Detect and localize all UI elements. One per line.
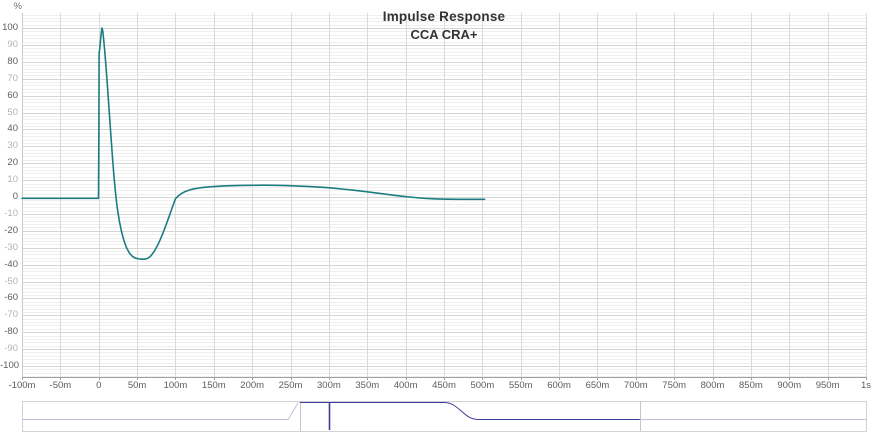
y-tick-label: 50 [7,106,18,118]
y-tick-label: 40 [7,123,18,135]
y-tick-label: 80 [7,55,18,67]
y-tick-label: -60 [4,292,18,304]
x-tick-label: 450m [432,380,456,391]
y-tick-label: 60 [7,89,18,101]
x-tick-label: 50m [127,380,147,391]
y-tick-label: -90 [4,343,18,355]
x-tick-label: 650m [585,380,610,391]
x-tick-label: 950m [815,380,840,391]
x-tick-label: 100m [163,380,188,391]
y-tick-label: -30 [4,241,18,253]
x-tick-label: 150m [201,380,226,391]
y-tick-label: 100 [2,22,18,34]
y-tick-label: -70 [4,309,18,321]
y-tick-label: 10 [7,174,18,186]
x-tick-label: 300m [317,380,341,391]
x-tick-label: -50m [49,380,72,391]
impulse-response-curve [21,27,486,261]
x-tick-label: 550m [508,380,533,391]
x-tick-label: 900m [777,380,802,391]
overview-strip-frame[interactable] [22,401,867,432]
x-tick-label: 1s [860,380,872,391]
x-tick-label: 400m [393,380,418,391]
chart-subtitle: CCA CRA+ [410,27,478,42]
y-tick-label: -40 [4,258,18,270]
x-tick-label: -100m [8,380,36,391]
x-tick-label: 800m [700,380,725,391]
x-tick-label: 250m [278,380,303,391]
x-tick-label: 500m [470,380,495,391]
y-tick-label: -20 [4,224,18,236]
y-tick-label: 20 [7,157,18,169]
overview-strip [22,401,867,432]
overview-window-line-active [299,402,640,420]
overview-window-line-inactive [22,402,867,420]
x-tick-label: 750m [662,380,687,391]
y-tick-label: 0 [12,191,18,203]
overview-selection-borders [300,401,641,431]
x-tick-label: 600m [547,380,571,391]
x-tick-label: 350m [355,380,380,391]
y-tick-label: -10 [4,207,18,219]
x-tick-label: 850m [739,380,763,391]
x-tick-label: 0 [96,380,102,391]
x-tick-label: 700m [623,380,648,391]
y-tick-label: -80 [4,326,18,338]
y-tick-label: 70 [7,72,18,84]
y-axis-unit-label: % [13,1,22,12]
overview-selection[interactable] [300,401,640,431]
y-tick-label: 30 [7,140,18,152]
y-tick-label: -100 [0,360,20,372]
y-tick-label: -50 [4,275,18,287]
chart-title: Impulse Response [382,9,506,24]
x-tick-label: 200m [240,380,265,391]
y-tick-label: 90 [7,38,18,50]
